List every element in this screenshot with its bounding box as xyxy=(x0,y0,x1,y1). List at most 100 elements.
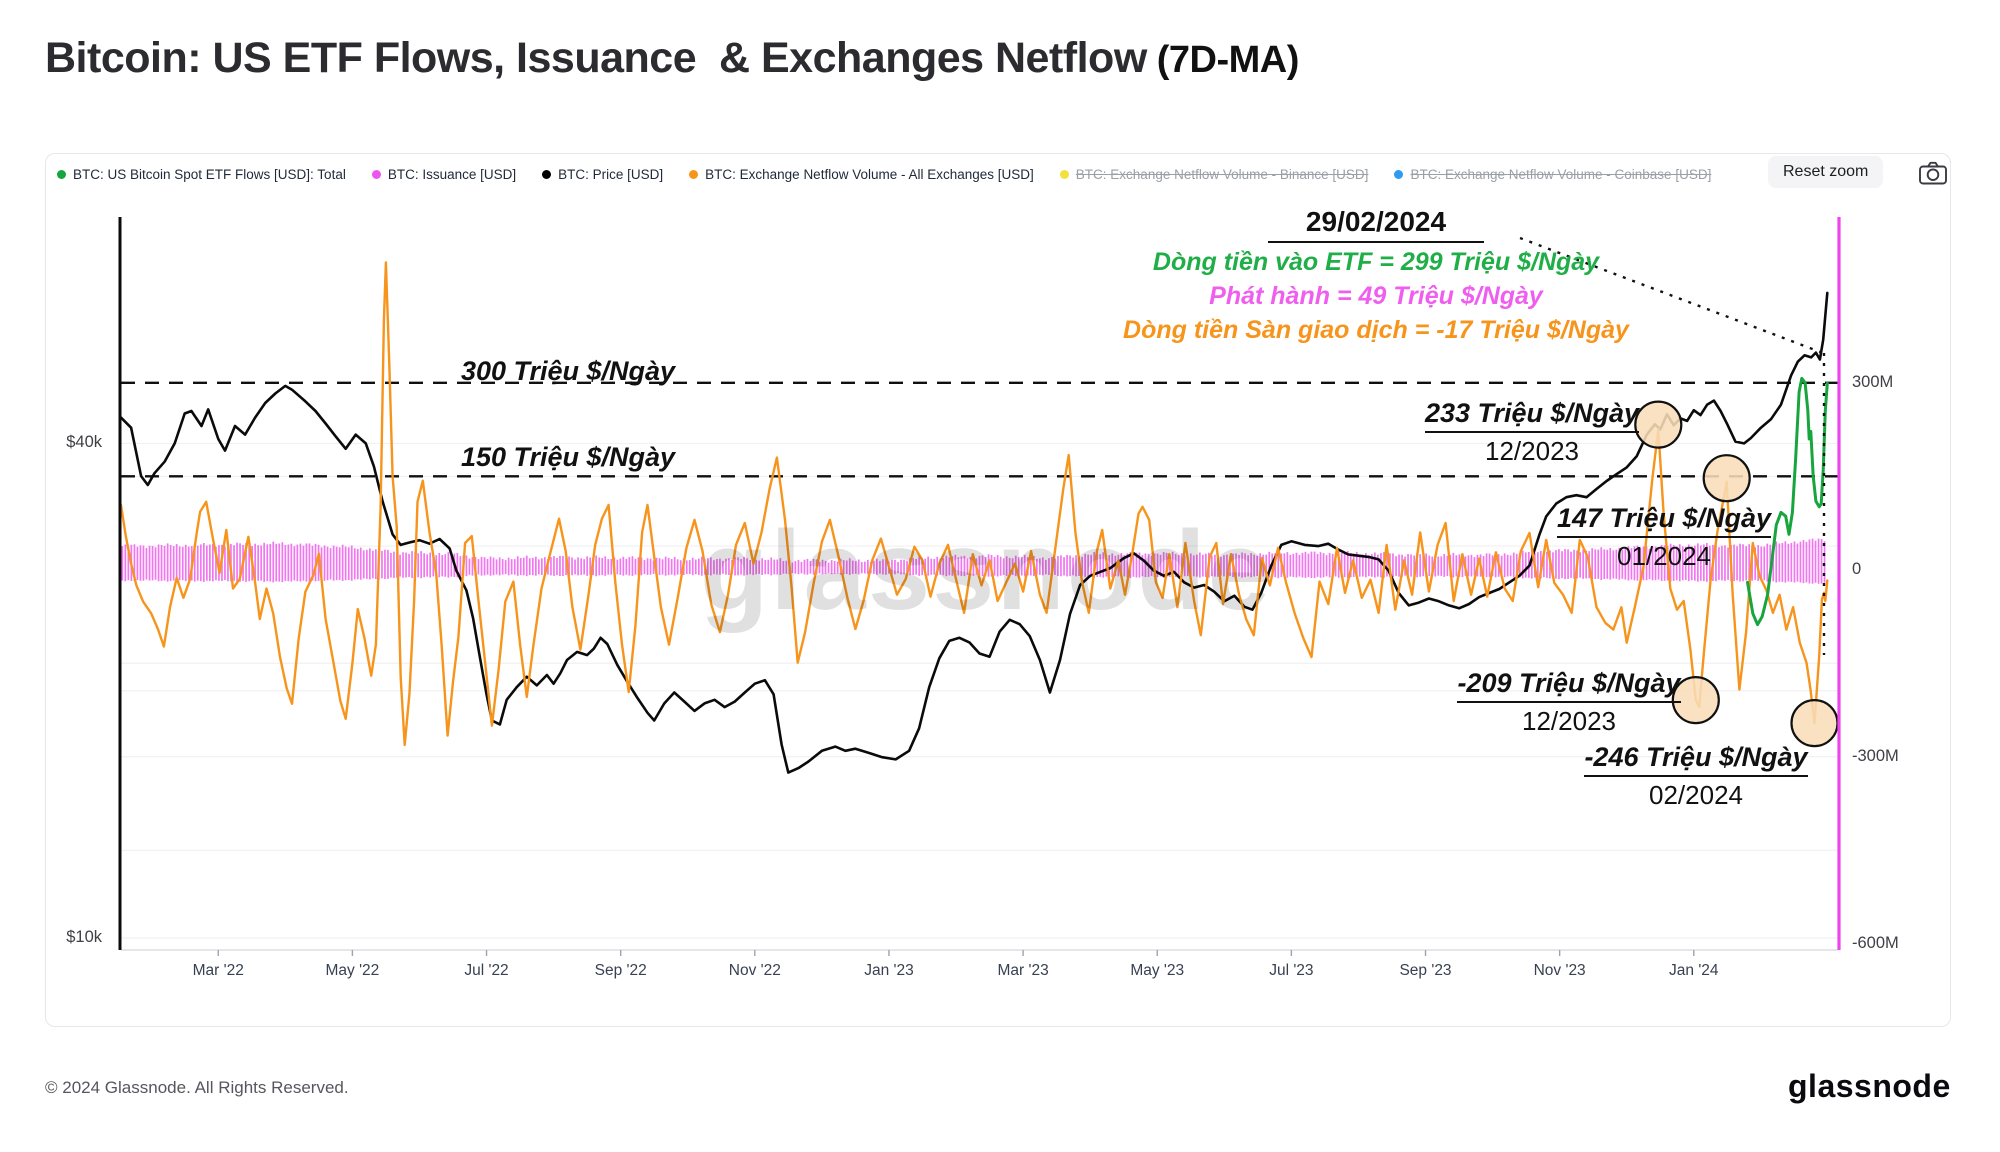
issuance-bar xyxy=(504,560,507,575)
issuance-bar xyxy=(160,545,163,581)
issuance-bar xyxy=(1002,558,1005,575)
issuance-bar xyxy=(1763,546,1766,581)
issuance-bar xyxy=(1156,553,1159,578)
issuance-bar xyxy=(836,561,839,574)
x-axis-tick-label: Mar '22 xyxy=(192,962,244,979)
issuance-bar xyxy=(1772,544,1775,582)
issuance-bar xyxy=(1220,556,1222,576)
legend-dot xyxy=(689,169,699,179)
issuance-bar xyxy=(1721,545,1723,581)
issuance-bar xyxy=(634,558,637,575)
issuance-bar xyxy=(359,547,362,580)
issuance-bar xyxy=(227,544,229,582)
issuance-bar xyxy=(746,558,748,575)
issuance-bar xyxy=(535,556,537,576)
issuance-bar xyxy=(628,557,631,576)
issuance-bar xyxy=(749,560,751,575)
legend-item-3[interactable]: BTC: Exchange Netflow Volume - All Excha… xyxy=(689,167,1034,182)
issuance-bar xyxy=(785,560,788,574)
issuance-bar xyxy=(1277,551,1280,579)
issuance-bar xyxy=(830,560,833,575)
issuance-bar xyxy=(1754,547,1756,580)
issuance-bar xyxy=(782,561,785,574)
legend-item-0[interactable]: BTC: US Bitcoin Spot ETF Flows [USD]: To… xyxy=(57,167,346,182)
issuance-bar xyxy=(867,559,869,575)
issuance-bar xyxy=(172,546,175,581)
issuance-bar xyxy=(876,558,878,575)
issuance-bar xyxy=(900,559,902,575)
issuance-bar xyxy=(1253,554,1255,577)
issuance-bar xyxy=(1298,554,1301,577)
issuance-bar xyxy=(1214,554,1216,577)
camera-button[interactable] xyxy=(1918,160,1948,186)
issuance-bar xyxy=(1503,553,1506,578)
issuance-bar xyxy=(492,557,495,576)
issuance-bar xyxy=(1546,551,1548,578)
issuance-bar xyxy=(673,557,676,576)
issuance-bar xyxy=(1371,554,1373,577)
legend-item-4[interactable]: BTC: Exchange Netflow Volume - Binance [… xyxy=(1059,167,1368,182)
issuance-bar xyxy=(1437,556,1440,576)
issuance-bar xyxy=(1289,554,1292,577)
issuance-bar xyxy=(571,557,573,576)
issuance-bar xyxy=(1582,549,1584,579)
issuance-bar xyxy=(1687,544,1690,582)
issuance-bar xyxy=(181,546,184,581)
issuance-bar xyxy=(897,562,899,574)
legend-dot xyxy=(542,169,552,179)
issuance-bar xyxy=(1069,555,1071,577)
issuance-bar xyxy=(203,543,205,582)
issuance-bar xyxy=(1446,555,1449,577)
issuance-bar xyxy=(1135,552,1138,578)
issuance-bar xyxy=(1703,544,1705,582)
issuance-bar xyxy=(1020,557,1023,576)
issuance-bar xyxy=(532,557,534,576)
issuance-bar xyxy=(269,543,272,582)
issuance-bar xyxy=(981,555,984,577)
issuance-bar xyxy=(1515,553,1518,577)
issuance-bar xyxy=(1473,557,1476,576)
issuance-bar xyxy=(293,546,296,581)
issuance-bar xyxy=(1506,554,1509,577)
reset-zoom-button[interactable]: Reset zoom xyxy=(1768,156,1884,188)
legend-item-1[interactable]: BTC: Issuance [USD] xyxy=(371,167,516,182)
glassnode-logo: glassnode xyxy=(1788,1068,1951,1104)
issuance-bar xyxy=(1238,554,1240,577)
issuance-bar xyxy=(1555,550,1557,579)
issuance-bar xyxy=(1054,558,1056,575)
issuance-bar xyxy=(1537,552,1539,578)
issuance-bar xyxy=(942,558,945,576)
issuance-bar xyxy=(1422,555,1424,577)
issuance-bar xyxy=(827,562,830,574)
issuance-bar xyxy=(157,544,160,582)
issuance-bar xyxy=(296,544,299,582)
issuance-bar xyxy=(954,554,957,577)
issuance-bar xyxy=(1823,541,1826,583)
issuance-bar xyxy=(851,560,854,574)
issuance-bar xyxy=(1039,558,1041,575)
legend-item-2[interactable]: BTC: Price [USD] xyxy=(542,167,663,182)
issuance-bar xyxy=(927,556,929,576)
issuance-bar xyxy=(184,544,187,582)
issuance-bar xyxy=(1045,559,1047,575)
legend-item-5[interactable]: BTC: Exchange Netflow Volume - Coinbase … xyxy=(1394,167,1711,182)
highlight-circle xyxy=(1634,400,1683,449)
issuance-bar xyxy=(1211,555,1213,577)
issuance-bar xyxy=(329,548,332,580)
issuance-bar xyxy=(1380,553,1382,578)
issuance-bar xyxy=(1612,550,1615,579)
issuance-bar xyxy=(308,543,311,582)
issuance-bar xyxy=(260,545,262,581)
issuance-bar xyxy=(1365,553,1367,578)
issuance-bar xyxy=(1814,540,1817,583)
issuance-bar xyxy=(1678,544,1681,582)
issuance-bar xyxy=(1591,548,1593,580)
issuance-bar xyxy=(791,562,794,574)
issuance-bar xyxy=(1485,553,1488,578)
issuance-bar xyxy=(513,559,516,575)
issuance-bar xyxy=(619,558,622,575)
issuance-bar xyxy=(426,554,428,577)
x-axis-tick-label: Sep '22 xyxy=(594,962,647,979)
issuance-bar xyxy=(139,545,142,581)
